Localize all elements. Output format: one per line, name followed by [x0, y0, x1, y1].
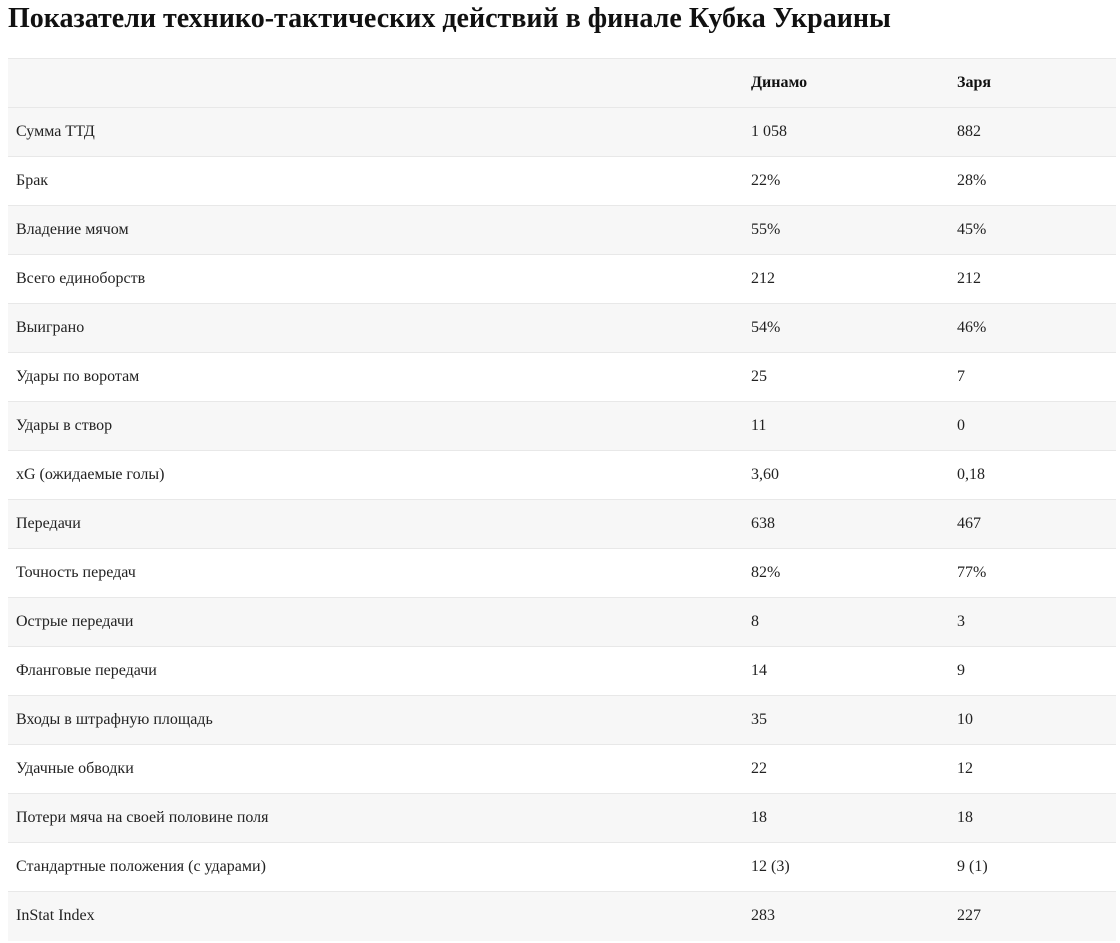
table-row: xG (ожидаемые голы) 3,60 0,18 [8, 450, 1116, 500]
dynamo-value-cell: 8 [743, 597, 949, 647]
zorya-value-cell: 45% [949, 205, 1116, 255]
table-row: Входы в штрафную площадь 35 10 [8, 695, 1116, 745]
table-row: Удачные обводки 22 12 [8, 744, 1116, 794]
zorya-value-cell: 28% [949, 156, 1116, 206]
table-row: Удары в створ 11 0 [8, 401, 1116, 451]
dynamo-value-cell: 22 [743, 744, 949, 794]
dynamo-value-cell: 14 [743, 646, 949, 696]
dynamo-value-cell: 25 [743, 352, 949, 402]
table-row: Точность передач 82% 77% [8, 548, 1116, 598]
dynamo-value-cell: 283 [743, 891, 949, 941]
table-row: Брак 22% 28% [8, 156, 1116, 206]
dynamo-value-cell: 22% [743, 156, 949, 206]
zorya-value-cell: 0,18 [949, 450, 1116, 500]
zorya-value-cell: 0 [949, 401, 1116, 451]
dynamo-value-cell: 3,60 [743, 450, 949, 500]
dynamo-value-cell: 638 [743, 499, 949, 549]
zorya-value-cell: 77% [949, 548, 1116, 598]
metric-cell: xG (ожидаемые голы) [8, 450, 743, 500]
zorya-value-cell: 10 [949, 695, 1116, 745]
header-row: Динамо Заря [8, 58, 1116, 108]
table-body: Сумма ТТД 1 058 882 Брак 22% 28% Владение мячо… [8, 107, 1116, 941]
stats-table: Динамо Заря Сумма ТТД 1 058 882 Брак 22% 28% В… [8, 58, 1116, 941]
metric-cell: Удары в створ [8, 401, 743, 451]
metric-cell: Удачные обводки [8, 744, 743, 794]
metric-cell: Точность передач [8, 548, 743, 598]
table-row: Потери мяча на своей половине поля 18 18 [8, 793, 1116, 843]
zorya-value-cell: 18 [949, 793, 1116, 843]
metric-cell: Потери мяча на своей половине поля [8, 793, 743, 843]
dynamo-value-cell: 55% [743, 205, 949, 255]
dynamo-value-cell: 1 058 [743, 107, 949, 157]
dynamo-value-cell: 35 [743, 695, 949, 745]
metric-cell: Владение мячом [8, 205, 743, 255]
table-row: InStat Index 283 227 [8, 891, 1116, 941]
zorya-value-cell: 46% [949, 303, 1116, 353]
table-row: Стандартные положения (с ударами) 12 (3) 9… [8, 842, 1116, 892]
dynamo-value-cell: 12 (3) [743, 842, 949, 892]
metric-cell: Передачи [8, 499, 743, 549]
table-row: Всего единоборств 212 212 [8, 254, 1116, 304]
metric-cell: Всего единоборств [8, 254, 743, 304]
zorya-value-cell: 212 [949, 254, 1116, 304]
table-row: Фланговые передачи 14 9 [8, 646, 1116, 696]
dynamo-value-cell: 82% [743, 548, 949, 598]
table-row: Острые передачи 8 3 [8, 597, 1116, 647]
metric-cell: Стандартные положения (с ударами) [8, 842, 743, 892]
table-row: Владение мячом 55% 45% [8, 205, 1116, 255]
table-row: Сумма ТТД 1 058 882 [8, 107, 1116, 157]
dynamo-value-cell: 11 [743, 401, 949, 451]
table-header: Динамо Заря [8, 58, 1116, 108]
header-team-zorya: Заря [949, 58, 1116, 108]
dynamo-value-cell: 54% [743, 303, 949, 353]
metric-cell: Острые передачи [8, 597, 743, 647]
zorya-value-cell: 882 [949, 107, 1116, 157]
dynamo-value-cell: 18 [743, 793, 949, 843]
page-title: Показатели технико-тактических действий … [8, 3, 891, 34]
zorya-value-cell: 12 [949, 744, 1116, 794]
metric-cell: Фланговые передачи [8, 646, 743, 696]
metric-cell: Брак [8, 156, 743, 206]
metric-cell: Выиграно [8, 303, 743, 353]
zorya-value-cell: 227 [949, 891, 1116, 941]
metric-cell: InStat Index [8, 891, 743, 941]
table-row: Выиграно 54% 46% [8, 303, 1116, 353]
metric-cell: Входы в штрафную площадь [8, 695, 743, 745]
dynamo-value-cell: 212 [743, 254, 949, 304]
metric-cell: Удары по воротам [8, 352, 743, 402]
table-row: Удары по воротам 25 7 [8, 352, 1116, 402]
header-metric [8, 58, 743, 108]
zorya-value-cell: 9 (1) [949, 842, 1116, 892]
table-row: Передачи 638 467 [8, 499, 1116, 549]
zorya-value-cell: 7 [949, 352, 1116, 402]
metric-cell: Сумма ТТД [8, 107, 743, 157]
zorya-value-cell: 467 [949, 499, 1116, 549]
zorya-value-cell: 3 [949, 597, 1116, 647]
zorya-value-cell: 9 [949, 646, 1116, 696]
header-team-dynamo: Динамо [743, 58, 949, 108]
